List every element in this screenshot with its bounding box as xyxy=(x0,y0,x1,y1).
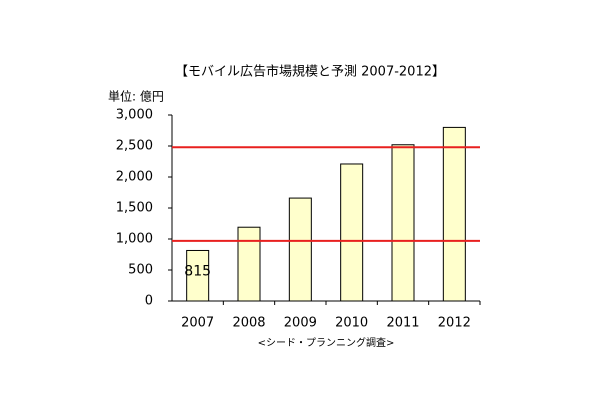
bar xyxy=(442,126,466,302)
bar xyxy=(237,226,261,302)
bar xyxy=(288,197,312,302)
y-tick-label: 0 xyxy=(145,294,153,309)
x-tick-label: 2007 xyxy=(181,316,214,331)
x-tick-label: 2010 xyxy=(335,316,368,331)
y-tick-label: 1,000 xyxy=(116,232,153,247)
bar xyxy=(186,249,210,302)
y-tick-label: 2,500 xyxy=(116,139,153,154)
x-tick-label: 2008 xyxy=(232,316,265,331)
bar xyxy=(391,144,415,302)
y-tick-label: 500 xyxy=(128,263,153,278)
bar xyxy=(340,163,364,302)
y-tick-label: 2,000 xyxy=(116,170,153,185)
y-tick-label: 1,500 xyxy=(116,201,153,216)
y-tick-label: 3,000 xyxy=(116,108,153,123)
x-tick-label: 2009 xyxy=(284,316,317,331)
chart-title: 【モバイル広告市場規模と予測 2007-2012】 xyxy=(175,64,445,80)
x-tick-label: 2012 xyxy=(438,316,471,331)
source-note: <シード・プランニング調査> xyxy=(258,336,395,349)
data-label: 815 xyxy=(184,263,211,279)
y-axis-label: 単位: 億円 xyxy=(108,89,164,104)
x-tick-label: 2011 xyxy=(386,316,419,331)
